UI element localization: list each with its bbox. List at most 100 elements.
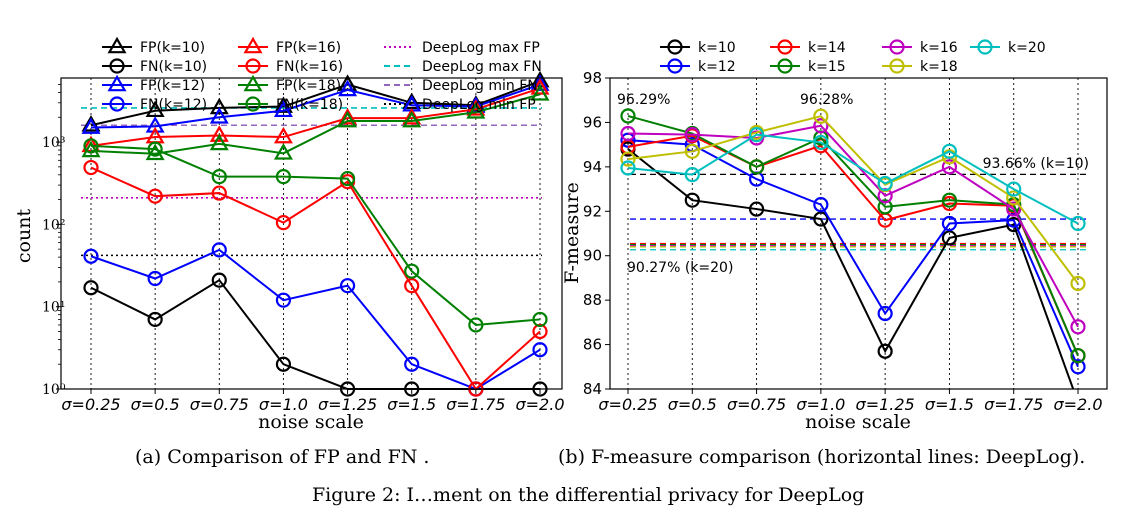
plot-area-b [620,108,1086,389]
legend-marker-b [777,58,793,74]
data-point-b [748,201,765,217]
data-point-a [145,116,165,133]
data-point-b [620,125,636,142]
data-point-b [941,192,958,208]
data-point-b [941,159,958,175]
y-tick-label-b: 90 [583,247,602,265]
data-point-a [211,242,227,258]
caption-b: (b) F-measure comparison (horizontal lin… [558,446,1086,468]
legend-label-a: FP(k=18) [276,78,341,94]
series-line-a [90,248,541,391]
data-point-a [466,99,486,116]
y-tick-label-a: 10³ [42,135,65,151]
y-tick-label-b: 92 [583,202,602,220]
legend-marker-a [109,58,125,74]
data-point-b [813,197,829,213]
data-point-a [147,270,163,287]
legend-label-b: k=20 [1008,40,1046,56]
data-point-a [147,311,163,328]
data-point-a [275,356,292,372]
data-point-a [339,278,356,294]
x-tick-label-b: σ=1.75 [984,395,1043,414]
data-point-a [532,342,548,358]
data-point-a [402,107,422,125]
series-line-a [90,144,541,326]
caption-a: (a) Comparison of FP and FN . [135,446,430,468]
legend-label-a: FN(k=18) [276,97,343,113]
x-tick-label-b: σ=0.75 [727,395,786,414]
data-point-a [339,170,356,187]
x-axis-label-a: noise scale [258,411,364,433]
data-point-a [211,272,227,288]
legend-label-b: k=12 [698,59,736,75]
data-point-b [1006,201,1022,217]
data-point-a [83,159,99,176]
data-point-b [1070,348,1086,364]
data-point-b [620,108,636,124]
data-point-b [813,134,829,151]
data-point-b [1070,275,1086,292]
y-tick-label-b: 94 [583,158,602,176]
legend-label-a: FN(k=16) [276,59,343,75]
x-tick-label-a: σ=1.25 [318,395,377,414]
data-point-a [466,102,486,119]
legend-marker-a [243,36,263,54]
data-point-b [1006,190,1022,206]
data-point-a [273,126,293,144]
x-tick-label-a: σ=1.75 [446,395,505,414]
x-tick-label-a: σ=0.25 [61,395,120,414]
annotation-b: 90.27% (k=20) [627,260,733,276]
data-point-b [1006,217,1022,233]
y-axis-label-b: F-measure [561,182,583,284]
series-line-a [90,87,541,147]
data-point-a [468,317,484,333]
y-tick-label-b: 84 [583,380,602,398]
legend-label-b: k=18 [920,59,958,75]
series-line-b [627,148,1075,389]
legend-label-a: FP(k=16) [276,40,341,56]
data-point-a [404,278,420,294]
data-point-a [275,215,292,231]
y-tick-label-a: 10¹ [42,300,65,316]
legend-label-a: DeepLog max FN [422,59,542,75]
legend-a: FP(k=10) FN(k=10) FP(k=12) FN(k=12) FP(k=16)… [102,36,542,113]
data-point-b [877,175,893,192]
legend-label-a: FP(k=12) [140,78,205,94]
legend-label-b: k=16 [920,40,958,56]
legend-label-a: DeepLog min FP [422,97,536,113]
legend-label-b: k=14 [808,40,846,56]
series-line-b [627,115,1079,357]
y-tick-label-a: 10⁰ [42,382,66,398]
data-point-a [209,125,229,142]
x-tick-label-a: σ=0.5 [131,395,180,414]
x-tick-label-a: σ=1.0 [259,395,308,414]
data-point-a [211,185,227,201]
legend-marker-b [889,39,905,55]
data-point-b [1070,359,1086,375]
y-tick-label-b: 96 [583,113,602,131]
legend-marker-a [243,74,263,92]
legend-label-a: FN(k=10) [140,59,207,75]
x-tick-label-a: σ=1.5 [387,395,436,414]
legend-marker-a [245,58,261,74]
x-tick-label-b: σ=2.0 [1054,395,1103,414]
y-axis-label-a: count [13,209,35,264]
legend-marker-b [667,58,683,74]
series-line-a [90,166,541,391]
data-point-a [530,78,550,95]
x-tick-label-b: σ=0.5 [668,395,717,414]
data-point-a [145,100,165,118]
series-line-a [90,93,541,155]
legend-label-b: k=10 [698,40,736,56]
legend-label-b: k=15 [808,59,846,75]
series-line-b [627,134,1079,357]
series-line-b [627,115,1079,285]
x-tick-label-a: σ=0.75 [190,395,249,414]
data-point-a [273,143,293,160]
legend-label-a: DeepLog max FP [422,40,540,56]
legend-marker-b [777,39,793,55]
data-point-b [941,230,958,246]
series-line-a [90,278,540,390]
x-tick-label-b: σ=1.25 [856,395,915,414]
